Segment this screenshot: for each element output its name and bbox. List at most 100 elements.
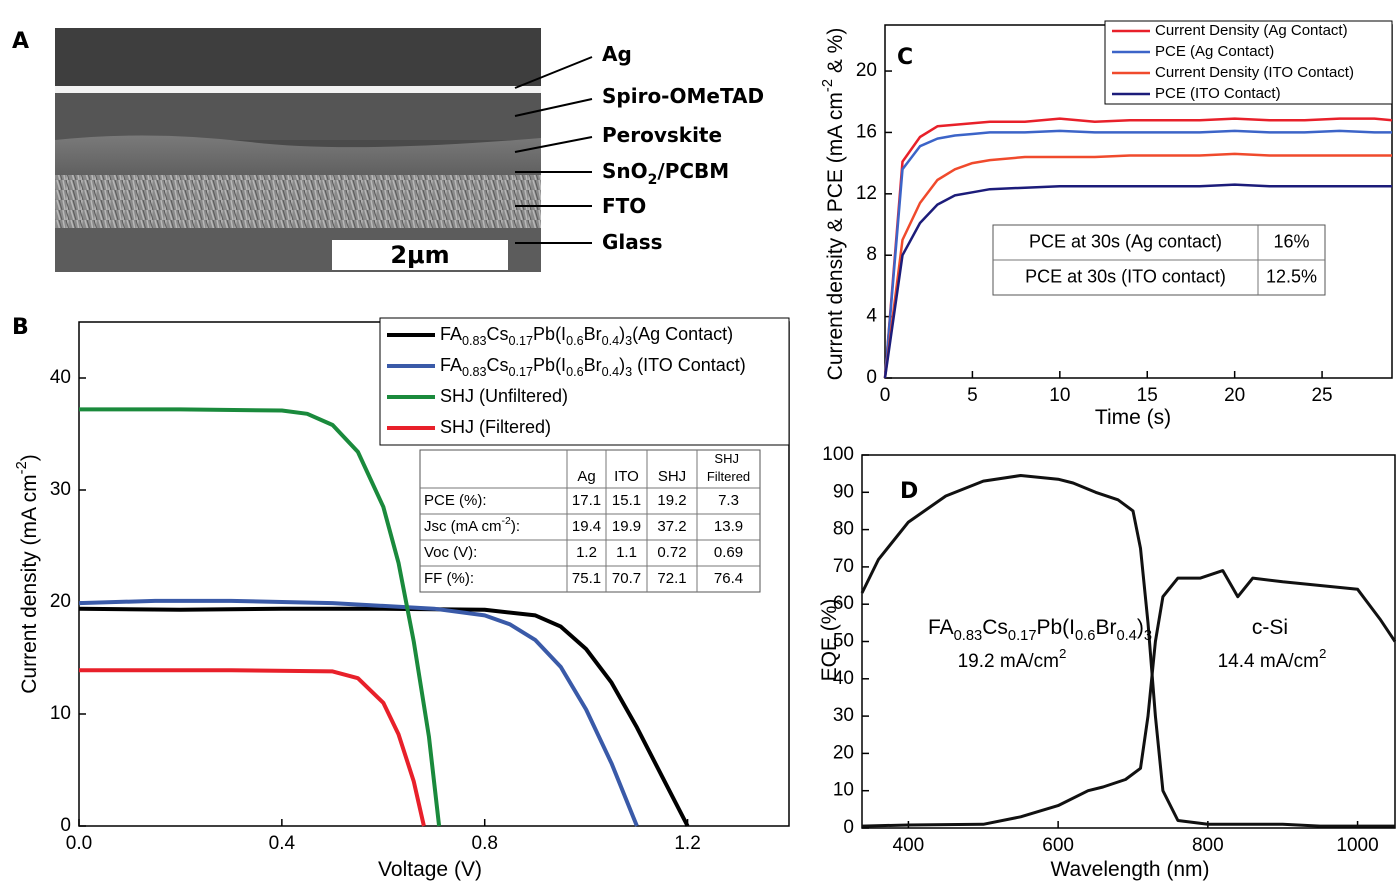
y-tick-label: 60 [833,593,854,614]
y-tick-label: 100 [822,444,854,465]
y-tick-label: 0 [843,817,854,838]
y-tick-label: 10 [833,780,854,801]
x-tick-label: 0.4 [269,833,296,854]
annotation: FA0.83Cs0.17Pb(I0.6Br0.4)3 [928,616,1152,644]
legend-box [1104,20,1393,105]
y-tick-label: 80 [833,519,854,540]
table-cell: 37.2 [657,518,686,535]
series-line [79,668,426,827]
y-axis-label: EQE (%) [818,599,841,682]
x-axis-label: Time (s) [1095,406,1171,429]
x-tick-label: 0 [880,385,891,406]
y-tick-label: 30 [833,705,854,726]
series-line [78,606,690,827]
layer-label: Spiro-OMeTAD [602,84,764,108]
table-row-label: PCE at 30s (ITO contact) [1025,266,1226,286]
table-header: ITO [614,468,639,485]
series-line [883,117,1393,379]
table-header: Ag [577,468,595,485]
table-row-label: FF (%): [424,570,474,587]
annotation: c-Si [1252,616,1288,639]
table-cell: 16% [1273,231,1309,251]
table-cell: 7.3 [718,492,739,509]
y-axis-label: Current density (mA cm-2) [14,454,41,693]
legend-label: Current Density (ITO Contact) [1155,64,1354,81]
x-tick-label: 0.8 [472,833,498,854]
x-axis-label: Wavelength (nm) [1050,858,1209,881]
layer-label: Ag [602,42,632,66]
layer-label: FTO [602,194,646,218]
table-cell: 13.9 [714,518,743,535]
x-tick-label: 1000 [1336,835,1378,856]
table-cell: 70.7 [612,570,641,587]
y-tick-label: 30 [50,479,71,500]
y-tick-label: 20 [856,60,877,81]
x-tick-label: 0.0 [66,833,92,854]
table-header: SHJ [658,468,686,485]
table-cell: 0.72 [657,544,686,561]
y-tick-label: 16 [856,121,877,142]
series-line [883,183,1392,379]
table-cell: 17.1 [572,492,601,509]
y-tick-label: 70 [833,556,854,577]
table-cell: 12.5% [1266,266,1317,286]
y-tick-label: 20 [833,742,854,763]
x-axis-label: Voltage (V) [378,858,482,881]
panel-label: C [897,45,913,70]
x-tick-label: 400 [893,835,925,856]
table-cell: 15.1 [612,492,641,509]
y-axis-label: Current density & PCE (mA cm-2 & %) [820,28,847,381]
y-tick-label: 0 [866,367,877,388]
legend-label: FA0.83Cs0.17Pb(I0.6Br0.4)3 (ITO Contact) [440,355,746,380]
table-cell: 0.69 [714,544,743,561]
series-line [883,152,1392,379]
table-row-label: PCE (%): [424,492,487,509]
sem-image [55,28,541,272]
panel-label: D [900,479,918,504]
table-cell: 76.4 [714,570,743,587]
x-tick-label: 20 [1224,385,1245,406]
series-line [861,569,1396,828]
series-line [79,407,442,827]
table-row-label: PCE at 30s (Ag contact) [1029,231,1222,251]
x-tick-label: 25 [1311,385,1332,406]
x-tick-label: 800 [1192,835,1224,856]
y-tick-label: 90 [833,481,854,502]
table-row-label: Jsc (mA cm-2): [424,515,520,535]
y-tick-label: 10 [50,703,71,724]
table-box [419,449,761,593]
y-tick-label: 8 [866,244,877,265]
annotation: 14.4 mA/cm2 [1218,646,1327,672]
x-tick-label: 15 [1137,385,1158,406]
x-tick-label: 5 [967,385,978,406]
x-tick-label: 10 [1049,385,1070,406]
series-line [883,129,1392,379]
legend-label: FA0.83Cs0.17Pb(I0.6Br0.4)3(Ag Contact) [440,324,733,349]
y-tick-label: 12 [856,183,877,204]
table-cell: 19.4 [572,518,601,535]
legend-box [379,317,790,446]
y-tick-label: 50 [833,631,854,652]
table-cell: 1.1 [616,544,637,561]
table-cell: 75.1 [572,570,601,587]
y-tick-label: 40 [50,367,71,388]
series-line [78,598,639,827]
x-tick-label: 1.2 [674,833,700,854]
scale-bar-label: 2μm [390,241,449,269]
table-row-label: Voc (V): [424,544,477,561]
legend-label: Current Density (Ag Contact) [1155,22,1348,39]
legend-label: SHJ (Unfiltered) [440,386,568,406]
y-tick-label: 4 [866,306,877,327]
panel-label: A [12,29,29,54]
legend-label: SHJ (Filtered) [440,417,551,437]
table-cell: 72.1 [657,570,686,587]
annotation: 19.2 mA/cm2 [958,646,1067,672]
table-header: SHJ Filtered [707,451,750,484]
legend-label: PCE (ITO Contact) [1155,85,1281,102]
layer-pointers [514,56,593,244]
panel-label: B [12,315,29,340]
table-cell: 1.2 [576,544,597,561]
legend-label: PCE (Ag Contact) [1155,43,1274,60]
y-tick-label: 20 [50,591,71,612]
y-tick-label: 0 [60,815,71,836]
